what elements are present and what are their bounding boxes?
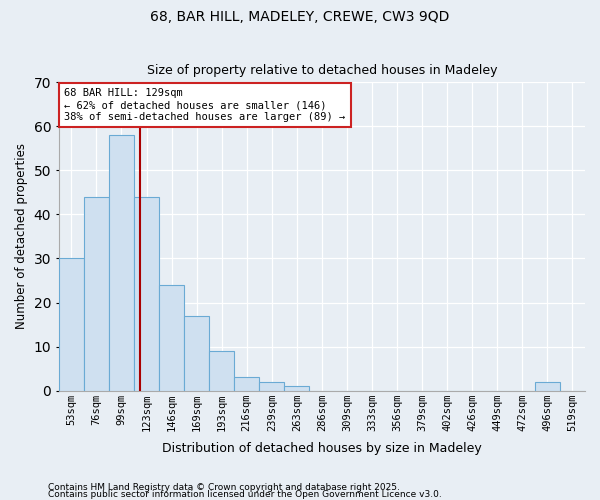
Text: 68, BAR HILL, MADELEY, CREWE, CW3 9QD: 68, BAR HILL, MADELEY, CREWE, CW3 9QD — [151, 10, 449, 24]
Bar — [59, 258, 84, 390]
Bar — [109, 135, 134, 390]
Bar — [259, 382, 284, 390]
Y-axis label: Number of detached properties: Number of detached properties — [15, 144, 28, 330]
Bar — [209, 351, 234, 391]
Title: Size of property relative to detached houses in Madeley: Size of property relative to detached ho… — [146, 64, 497, 77]
Bar — [535, 382, 560, 390]
Bar — [84, 197, 109, 390]
Bar — [284, 386, 310, 390]
Bar — [234, 378, 259, 390]
Bar — [134, 197, 159, 390]
X-axis label: Distribution of detached houses by size in Madeley: Distribution of detached houses by size … — [162, 442, 482, 455]
Text: Contains public sector information licensed under the Open Government Licence v3: Contains public sector information licen… — [48, 490, 442, 499]
Bar — [159, 285, 184, 391]
Text: Contains HM Land Registry data © Crown copyright and database right 2025.: Contains HM Land Registry data © Crown c… — [48, 484, 400, 492]
Bar — [184, 316, 209, 390]
Text: 68 BAR HILL: 129sqm
← 62% of detached houses are smaller (146)
38% of semi-detac: 68 BAR HILL: 129sqm ← 62% of detached ho… — [64, 88, 346, 122]
